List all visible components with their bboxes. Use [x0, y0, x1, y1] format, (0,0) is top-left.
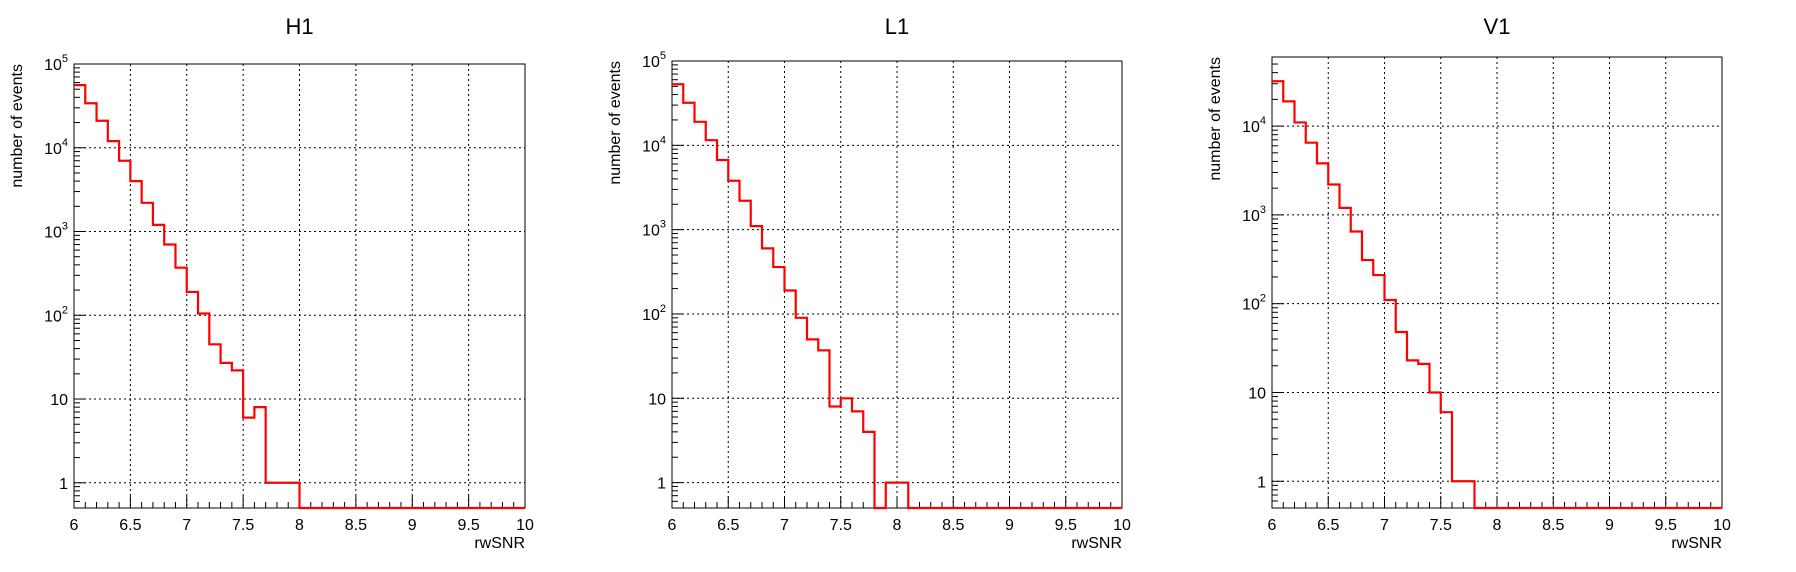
y-tick-label: 105 — [44, 53, 68, 74]
y-tick-label: 103 — [44, 221, 68, 242]
y-tick-exponent: 2 — [1260, 293, 1266, 305]
histogram-series — [672, 83, 1122, 510]
y-tick-base: 10 — [1248, 385, 1266, 402]
y-tick-label: 102 — [44, 304, 68, 325]
x-tick-label: 8.5 — [345, 517, 367, 534]
y-tick-base: 10 — [642, 138, 660, 155]
chart-panel-h1: 6 6.5 7 7.5 8 8.5 9 9.5 10110102103104105H1rwSNR… — [9, 14, 534, 552]
y-tick-exponent: 5 — [660, 50, 666, 62]
y-tick-base: 10 — [1242, 119, 1260, 136]
y-tick-exponent: 3 — [1260, 204, 1266, 216]
y-tick-label: 104 — [642, 134, 666, 155]
histogram-bins — [1272, 81, 1475, 481]
grid — [672, 61, 1122, 508]
y-tick-base: 10 — [648, 391, 666, 408]
y-axis-label: number of events — [9, 64, 26, 188]
x-tick-label: 8.5 — [942, 517, 964, 534]
y-tick-label: 10 — [648, 391, 666, 408]
y-tick-label: 104 — [1242, 115, 1266, 136]
chart-title: V1 — [1484, 14, 1511, 39]
y-tick-base: 1 — [59, 476, 68, 493]
y-tick-base: 10 — [44, 141, 62, 158]
x-tick-label: 9 — [408, 517, 417, 534]
x-tick-label: 9.5 — [458, 517, 480, 534]
y-tick-base: 10 — [1242, 208, 1260, 225]
y-tick-base: 10 — [44, 308, 62, 325]
y-tick-label: 103 — [1242, 204, 1266, 225]
y-tick-label: 105 — [642, 50, 666, 71]
y-tick-label: 10 — [50, 392, 68, 409]
y-tick-base: 10 — [642, 307, 660, 324]
x-axis-label: rwSNR — [1671, 535, 1722, 552]
grid — [74, 64, 525, 508]
x-tick-label: 10 — [516, 517, 534, 534]
x-tick-label: 7.5 — [830, 517, 852, 534]
y-tick-exponent: 2 — [62, 304, 68, 316]
x-tick-label: 9 — [1605, 517, 1614, 534]
x-tick-label: 6 — [668, 517, 677, 534]
x-tick-label: 9 — [1005, 517, 1014, 534]
y-tick-base: 10 — [50, 392, 68, 409]
histogram-series — [74, 83, 525, 510]
chart-panel-l1: 6 6.5 7 7.5 8 8.5 9 9.5 10110102103104105L1rwSNR… — [607, 14, 1131, 552]
x-axis-label: rwSNR — [1071, 535, 1122, 552]
x-tick-label: 6 — [1268, 517, 1277, 534]
y-tick-base: 1 — [1257, 474, 1266, 491]
chart-title: H1 — [285, 14, 313, 39]
histogram-series — [1272, 80, 1722, 510]
plot-frame — [671, 60, 1123, 509]
x-tick-label: 7 — [1380, 517, 1389, 534]
y-tick-exponent: 3 — [660, 219, 666, 231]
y-tick-label: 1 — [657, 476, 666, 493]
y-tick-base: 10 — [642, 54, 660, 71]
y-tick-base: 10 — [44, 225, 62, 242]
x-tick-label: 8 — [1493, 517, 1502, 534]
x-tick-label: 6.5 — [1317, 517, 1339, 534]
y-axis-label: number of events — [607, 61, 624, 185]
x-axis-label: rwSNR — [474, 535, 525, 552]
y-tick-exponent: 2 — [660, 303, 666, 315]
y-tick-exponent: 4 — [62, 137, 68, 149]
y-tick-label: 103 — [642, 219, 666, 240]
x-tick-label: 7.5 — [1430, 517, 1452, 534]
grid — [1272, 57, 1722, 508]
y-tick-base: 10 — [642, 223, 660, 240]
y-tick-exponent: 4 — [660, 134, 666, 146]
x-tick-label: 7.5 — [232, 517, 254, 534]
y-tick-label: 102 — [1242, 293, 1266, 314]
x-tick-label: 6.5 — [717, 517, 739, 534]
chart-panel-v1: 6 6.5 7 7.5 8 8.5 9 9.5 10110102103104V1rwSNRnum… — [1207, 14, 1731, 552]
x-tick-label: 10 — [1713, 517, 1731, 534]
histogram-bins — [672, 84, 908, 508]
y-tick-label: 1 — [59, 476, 68, 493]
x-tick-label: 6.5 — [119, 517, 141, 534]
y-tick-exponent: 5 — [62, 53, 68, 65]
y-tick-base: 10 — [1242, 297, 1260, 314]
y-tick-label: 10 — [1248, 385, 1266, 402]
y-axis-label: number of events — [1207, 57, 1224, 181]
y-tick-base: 10 — [44, 57, 62, 74]
x-tick-label: 9.5 — [1655, 517, 1677, 534]
y-tick-label: 104 — [44, 137, 68, 158]
y-tick-label: 1 — [1257, 474, 1266, 491]
y-tick-base: 1 — [657, 476, 666, 493]
chart-title: L1 — [885, 14, 909, 39]
x-tick-label: 7 — [182, 517, 191, 534]
x-tick-label: 7 — [780, 517, 789, 534]
x-tick-label: 6 — [70, 517, 79, 534]
x-tick-label: 8 — [295, 517, 304, 534]
x-tick-label: 10 — [1113, 517, 1131, 534]
x-tick-label: 9.5 — [1055, 517, 1077, 534]
x-tick-label: 8.5 — [1542, 517, 1564, 534]
y-tick-exponent: 3 — [62, 221, 68, 233]
x-tick-label: 8 — [893, 517, 902, 534]
y-tick-exponent: 4 — [1260, 115, 1266, 127]
y-tick-label: 102 — [642, 303, 666, 324]
